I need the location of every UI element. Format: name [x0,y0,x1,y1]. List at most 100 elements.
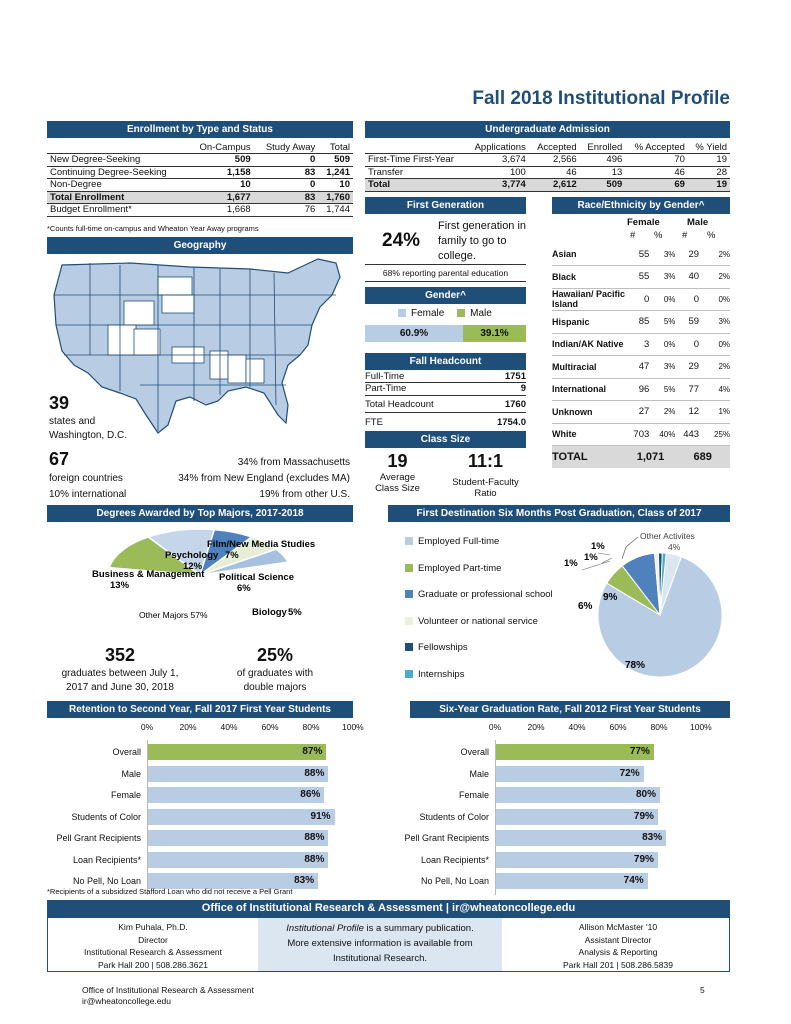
bar: 88% [148,765,329,782]
table-row: Continuing Degree-Seeking 1,158 83 1,241 [47,165,353,179]
bar: 79% [496,808,658,825]
leader-line [621,536,639,560]
bar: 74% [496,873,648,889]
pie-value-label: 7% [225,550,239,561]
pie-value-label: 13% [110,580,130,591]
tick-label: 100% [342,722,364,732]
col-header: Total [329,141,350,153]
pie-value-label: 78% [625,660,645,671]
class-size-header: Class Size [365,431,526,448]
legend-swatch-female [398,309,406,318]
category-label: Students of Color [71,811,141,822]
page-footer: Office of Institutional Research & Asses… [82,985,254,1006]
race-total-row: TOTAL 1,071 689 [552,445,730,468]
first-gen-text: First generation in family to go to coll… [438,220,527,262]
bar: 83% [148,873,319,889]
retention-header: Retention to Second Year, Fall 2017 Firs… [47,701,353,718]
tick-label: 0% [488,722,502,732]
admission-header: Undergraduate Admission [365,121,730,138]
states-text-2: Washington, D.C. [49,430,127,441]
col-header: Study Away [265,141,316,153]
enrollment-header: Enrollment by Type and Status [47,121,353,138]
plot-frame [147,740,352,895]
table-row: Part-Time 9 [365,383,526,396]
table-row: FTE 1754.0 [365,417,526,428]
race-row: Indian/AK Native 3 0% 0 0% [552,333,730,356]
legend-item: Employed Full-time [405,535,553,562]
legend-item: Internships [405,668,553,695]
geography-header: Geography [47,237,353,254]
grads-count: 352 [104,645,136,665]
legend-swatch [405,590,413,599]
tick-label: 100% [690,722,712,732]
race-table: Asian 55 3% 29 2% Black 55 3% 40 2% Hawaiian/ Paci… [552,243,730,468]
retention-chart: 0% 20% 40% 60% 80% 100% Overall 87% Male 88% Femal… [47,720,367,895]
category-label: Loan Recipients* [72,854,141,865]
table-row: Non-Degree 10 0 10 [47,178,353,191]
bar: 79% [496,851,658,868]
pie-value-label: 1% [584,552,598,563]
legend-swatch [405,563,413,572]
legend-item: Employed Part-time [405,562,553,589]
pie-label: Political Science [219,572,294,583]
gender-bar: 60.9% 39.1% [365,325,526,342]
category-label: Pell Grant Recipients [56,833,141,843]
category-label: Loan Recipients* [420,854,489,865]
bar: 88% [148,851,329,868]
pie-value-label: 6% [578,601,593,612]
bar: 72% [496,765,644,782]
double-major-pct: 25% [256,645,294,665]
table-row-total: Total Enrollment 1,677 83 1,760 [47,190,353,204]
table-row: First-Time First-Year 3,674 2,566 496 70… [365,153,730,166]
first-gen-note: 68% reporting parental education [365,264,526,282]
gender-bar-male: 39.1% [463,325,526,342]
office-header: Office of Institutional Research & Asses… [47,900,730,917]
tick-label: 20% [527,722,545,732]
legend-swatch-male [457,309,466,318]
states-text: states and [49,416,96,427]
enrollment-table: On-Campus Study Away Total New Degree-Se… [47,141,353,217]
office-left: Kim Puhala, Ph.D. Director Institutional R… [84,922,222,970]
pie-label: Other Majors 57% [139,610,208,620]
foreign-count: 67 [49,449,70,469]
first-dest-header: First Destination Six Months Post Gradua… [388,505,730,522]
pie-slice [597,556,723,678]
pie-label: Business & Management [92,569,205,580]
graduation-chart: 0% 20% 40% 60% 80% 100% Overall 77% Male 72% Femal… [395,720,715,895]
first-gen-header: First Generation [365,197,526,214]
pie-value-label: 6% [237,583,251,594]
foreign-text: foreign countries [49,473,123,484]
tick-label: 40% [568,722,586,732]
pie-slice [107,561,293,622]
pie-slice [146,528,216,577]
ne-text: 34% from New England (excludes MA) [178,473,350,484]
degrees-header: Degrees Awarded by Top Majors, 2017-2018 [47,505,353,522]
pie-label: Film/New Media Studies [207,539,315,550]
bar: 83% [496,830,667,846]
table-row: Transfer 100 46 13 46 28 [365,165,730,179]
bar: 87% [148,744,327,760]
pie-value-label: 1% [591,541,605,552]
race-row: Unknown 27 2% 12 1% [552,400,730,424]
us-map [53,258,341,434]
category-label: No Pell, No Loan [420,876,489,886]
category-label: Overall [112,747,141,757]
pie-value-label: 4% [668,542,681,552]
race-header: Race/Ethnicity by Gender^ [552,197,730,214]
admission-table: Applications Accepted Enrolled % Accepte… [365,141,730,192]
gender-bar-female: 60.9% [365,325,464,342]
avg-class-size: 19 Average Class Size [375,451,420,494]
page-title: Fall 2018 Institutional Profile [472,88,730,109]
student-faculty-ratio: 11:1 Student-Faculty Ratio [452,451,519,499]
legend-swatch [405,643,413,652]
legend-item: Volunteer or national service [405,615,553,642]
race-row: Asian 55 3% 29 2% [552,243,730,266]
office-right: Allison McMaster '10 Assistant Director An… [563,922,673,970]
legend-swatch [405,616,413,625]
race-row: Multiracial 47 3% 29 2% [552,355,730,379]
gender-header: Gender^ [365,287,526,304]
office-box: Kim Puhala, Ph.D. Director Institutional R… [47,917,730,972]
tick-label: 80% [302,722,320,732]
